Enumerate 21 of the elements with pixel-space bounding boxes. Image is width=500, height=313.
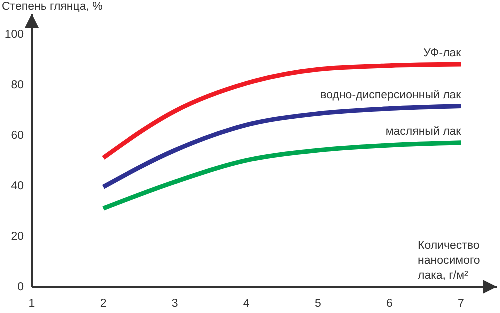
x-tick-label: 6 [386,298,393,310]
y-tick-label: 0 [18,282,24,294]
line-series [101,62,464,160]
x-tick-label: 1 [28,298,36,310]
line-series [101,104,464,190]
series-label: масляный лак [386,126,462,138]
x-tick-label: 7 [458,298,464,310]
y-tick-label: 80 [11,79,24,92]
x-axis-title: Количество наносимого лака, г/м² [418,240,480,282]
x-tick-label: 3 [172,298,178,310]
y-tick-label: 40 [11,180,24,193]
y-tick-label: 100 [4,28,24,41]
series-label: водно-дисперсионный лак [320,89,462,102]
x-tick-label: 4 [243,298,250,310]
y-axis-title: Степень глянца, % [2,1,103,13]
series-label: УФ-лак [424,48,462,60]
y-tick-label: 60 [11,130,24,142]
y-tick-label: 20 [11,231,24,244]
x-tick-label: 5 [314,298,322,310]
x-tick-label: 2 [100,298,107,310]
line-series [101,140,464,211]
